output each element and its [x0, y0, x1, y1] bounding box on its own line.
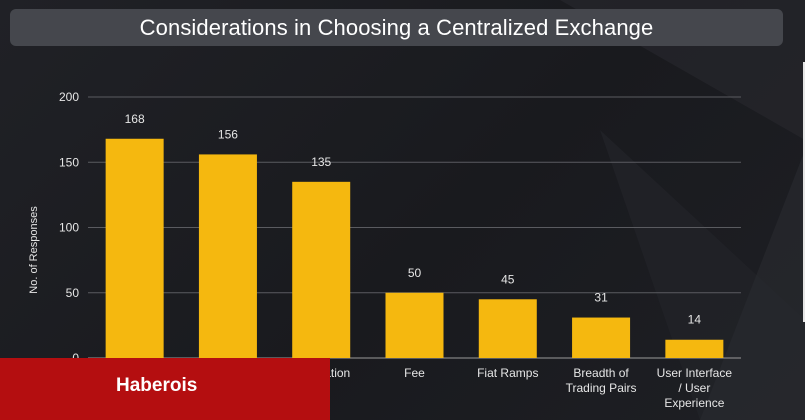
watermark-banner: Haberois — [0, 358, 330, 420]
bar — [292, 181, 351, 358]
data-labels: 168 156 135 50 45 31 14 — [125, 112, 702, 327]
bars — [105, 138, 724, 358]
x-tick-label: Fiat Ramps — [477, 366, 538, 380]
background-facet — [700, 150, 805, 420]
bar — [478, 299, 537, 358]
x-tick-label: Fee — [404, 366, 425, 380]
y-tick-label: 100 — [59, 221, 79, 235]
y-axis-ticks: 050100150200 — [59, 90, 79, 365]
y-tick-label: 200 — [59, 90, 79, 104]
title-bar: Considerations in Choosing a Centralized… — [10, 9, 783, 46]
bar — [198, 154, 257, 358]
x-tick-label: Breadth of Trading Pairs — [566, 366, 637, 395]
bar — [105, 138, 164, 358]
bar — [385, 292, 444, 358]
watermark-text: Haberois — [116, 375, 198, 396]
y-axis-label: No. of Responses — [28, 206, 40, 294]
data-label: 45 — [501, 272, 515, 286]
page-title: Considerations in Choosing a Centralized… — [139, 14, 654, 40]
data-label: 135 — [311, 155, 331, 169]
data-label: 14 — [688, 313, 702, 327]
x-tick-label: User Interface / User Experience — [657, 366, 733, 410]
data-label: 31 — [594, 291, 608, 305]
y-tick-label: 150 — [59, 155, 79, 169]
y-tick-label: 50 — [66, 286, 80, 300]
data-label: 156 — [218, 127, 238, 141]
data-label: 168 — [125, 112, 145, 126]
bar — [665, 339, 724, 358]
edge-highlight — [803, 62, 805, 322]
data-label: 50 — [408, 266, 422, 280]
bar — [572, 317, 631, 358]
